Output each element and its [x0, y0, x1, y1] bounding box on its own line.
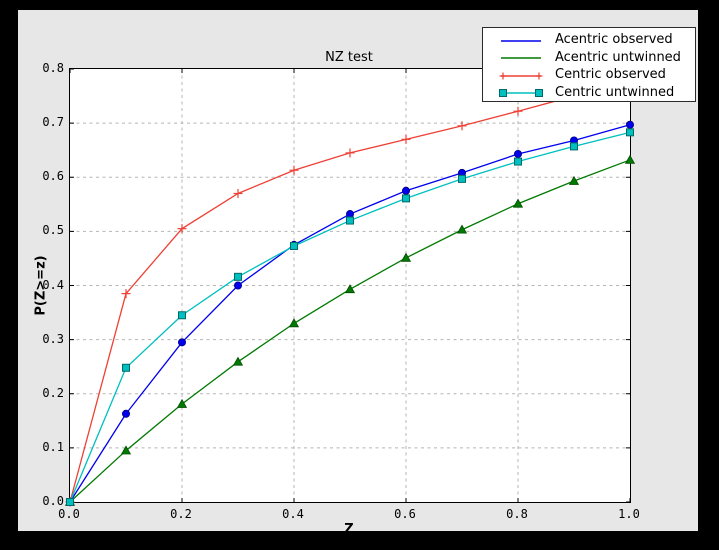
legend-line-sample — [499, 33, 543, 47]
x-tick-label: 0.4 — [282, 507, 304, 521]
marker-circle-acentric-observed — [233, 281, 242, 290]
legend-item: Acentric untwinned — [483, 49, 695, 66]
series-line-centric-untwinned — [69, 131, 631, 503]
marker-square-centric-untwinned — [234, 272, 242, 281]
y-tick-label: 0.5 — [42, 223, 64, 238]
legend-sample-svg — [499, 72, 543, 80]
marker-circle-acentric-observed — [513, 149, 522, 158]
plot-area — [64, 68, 636, 507]
marker-triangle-acentric-untwinned — [512, 198, 524, 208]
marker-square-centric-untwinned — [122, 363, 130, 372]
legend-item: Centric untwinned — [483, 84, 695, 101]
marker-triangle-acentric-untwinned — [456, 224, 468, 234]
marker-circle-acentric-observed — [122, 409, 131, 418]
marker-square-centric-untwinned — [346, 216, 354, 225]
legend-label: Acentric observed — [555, 32, 673, 48]
marker-triangle-acentric-untwinned — [176, 398, 188, 408]
marker-circle-acentric-observed — [401, 186, 410, 195]
legend-label: Centric untwinned — [555, 84, 675, 100]
legend-sample-svg — [499, 89, 543, 98]
legend-item: Centric observed — [483, 66, 695, 83]
marker-triangle-acentric-untwinned — [568, 175, 580, 185]
marker-circle-acentric-observed — [626, 120, 635, 129]
legend-item: Acentric observed — [483, 31, 695, 48]
legend: Acentric observed Acentric untwinned Centr… — [482, 27, 696, 102]
chart-canvas — [64, 68, 636, 507]
marker-triangle-acentric-untwinned — [232, 356, 244, 366]
x-tick-label: 0.2 — [170, 507, 192, 521]
marker-triangle-acentric-untwinned — [344, 284, 356, 294]
figure: NZ test P(Z>=z) 0.0 0.2 0.4 0.6 0.8 1.0 0.0 0.… — [18, 10, 698, 537]
y-tick-label: 0.6 — [42, 169, 64, 184]
series-line-acentric-observed — [69, 124, 631, 503]
legend-label: Acentric untwinned — [555, 49, 681, 65]
y-tick-label: 0.8 — [42, 61, 64, 75]
chart-title: NZ test — [325, 50, 373, 65]
x-tick-label: 0.8 — [506, 507, 528, 521]
marker-square-centric-untwinned — [514, 157, 522, 166]
marker-square-centric-untwinned — [66, 498, 74, 506]
legend-line-sample — [499, 50, 543, 64]
legend-sample-svg — [501, 57, 541, 59]
marker-square-centric-untwinned — [178, 311, 186, 320]
y-tick-label: 0.7 — [42, 115, 64, 130]
x-tick-label: 1.0 — [618, 507, 640, 521]
legend-sample-svg — [501, 40, 541, 42]
y-tick-label: 0.2 — [42, 385, 64, 400]
marker-square-centric-untwinned — [458, 174, 466, 183]
legend-label: Centric observed — [555, 67, 666, 83]
x-tick-label: 0.0 — [58, 507, 80, 521]
x-tick-label: 0.6 — [394, 507, 416, 521]
legend-line-sample — [499, 68, 543, 82]
y-tick-label: 0.1 — [42, 439, 64, 454]
y-tick-label: 0.4 — [42, 277, 64, 292]
marker-triangle-acentric-untwinned — [120, 445, 132, 455]
marker-square-centric-untwinned — [402, 194, 410, 203]
marker-square-centric-untwinned — [570, 142, 578, 151]
marker-triangle-acentric-untwinned — [400, 252, 412, 262]
marker-square-centric-untwinned — [626, 128, 634, 137]
y-tick-label: 0.3 — [42, 331, 64, 346]
y-tick-label: 0.0 — [42, 494, 64, 508]
x-axis-label: Z — [344, 522, 354, 537]
marker-triangle-acentric-untwinned — [288, 318, 300, 328]
marker-triangle-acentric-untwinned — [624, 154, 636, 164]
marker-circle-acentric-observed — [178, 338, 187, 347]
legend-line-sample — [499, 85, 543, 99]
marker-square-centric-untwinned — [290, 241, 298, 250]
